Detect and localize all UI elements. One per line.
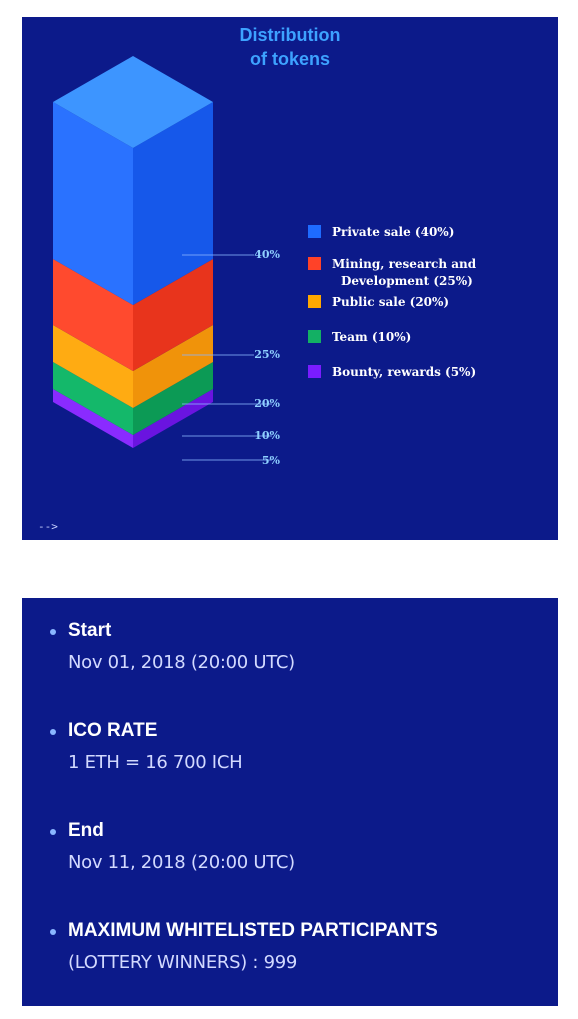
- info-label-end: End: [68, 820, 104, 841]
- info-value-end: Nov 11, 2018 (20:00 UTC): [68, 852, 295, 873]
- value-label-1: 25%: [254, 348, 280, 361]
- info-label-ico-rate: ICO RATE: [68, 720, 158, 741]
- value-label-0: 40%: [254, 248, 280, 261]
- value-label-2: 20%: [254, 397, 280, 410]
- chart-title-line-1: Distribution: [239, 25, 341, 45]
- chart-title-line-2: of tokens: [249, 49, 330, 69]
- legend-label-1-line-2: Development (25%): [341, 274, 473, 288]
- legend-swatch-4: [308, 365, 321, 378]
- bar-segment-private-right-face: [133, 102, 213, 305]
- legend-label-2: Public sale (20%): [332, 295, 449, 309]
- bar-segment-private-left-face: [53, 102, 133, 305]
- bar-segment-public-left-face: [53, 325, 133, 408]
- bullet-icon: [50, 829, 56, 835]
- legend-swatch-3: [308, 330, 321, 343]
- chart-title: Distribution of tokens: [22, 23, 558, 71]
- token-distribution-chart: 40% 25% 20% 10% 5% Private sale (40%) Mining, …: [53, 56, 477, 467]
- legend-label-0: Private sale (40%): [332, 225, 454, 239]
- token-distribution-panel: Distribution of tokens 40% 25% 20% 10% 5% Pri…: [22, 17, 558, 540]
- bar-segment-public-right-face: [133, 325, 213, 408]
- info-label-max-participants: MAXIMUM WHITELISTED PARTICIPANTS: [68, 920, 438, 941]
- ico-info-panel: Start Nov 01, 2018 (20:00 UTC) ICO RATE …: [22, 598, 558, 1006]
- bar-segment-team-right-face: [133, 362, 213, 435]
- legend-swatch-0: [308, 225, 321, 238]
- value-label-3: 10%: [254, 429, 280, 442]
- bullet-icon: [50, 929, 56, 935]
- legend-label-1: Mining, research and: [332, 257, 477, 271]
- stray-text: -->: [38, 520, 58, 533]
- info-value-start: Nov 01, 2018 (20:00 UTC): [68, 652, 295, 673]
- info-value-ico-rate: 1 ETH = 16 700 ICH: [68, 752, 243, 773]
- value-label-4: 5%: [262, 454, 281, 467]
- legend-swatch-2: [308, 295, 321, 308]
- bullet-icon: [50, 729, 56, 735]
- legend-label-4: Bounty, rewards (5%): [332, 365, 476, 379]
- info-value-max-participants: (LOTTERY WINNERS) : 999: [68, 952, 298, 973]
- info-label-start: Start: [68, 620, 112, 641]
- bar-segment-mining-left-face: [53, 259, 133, 371]
- legend-swatch-1: [308, 257, 321, 270]
- bar-segment-team-left-face: [53, 362, 133, 435]
- bar-segment-mining-right-face: [133, 259, 213, 371]
- legend-label-3: Team (10%): [332, 330, 411, 344]
- bar-segment-private-top-face: [53, 56, 213, 148]
- bullet-icon: [50, 629, 56, 635]
- bar-segment-bounty-left-face: [53, 389, 133, 448]
